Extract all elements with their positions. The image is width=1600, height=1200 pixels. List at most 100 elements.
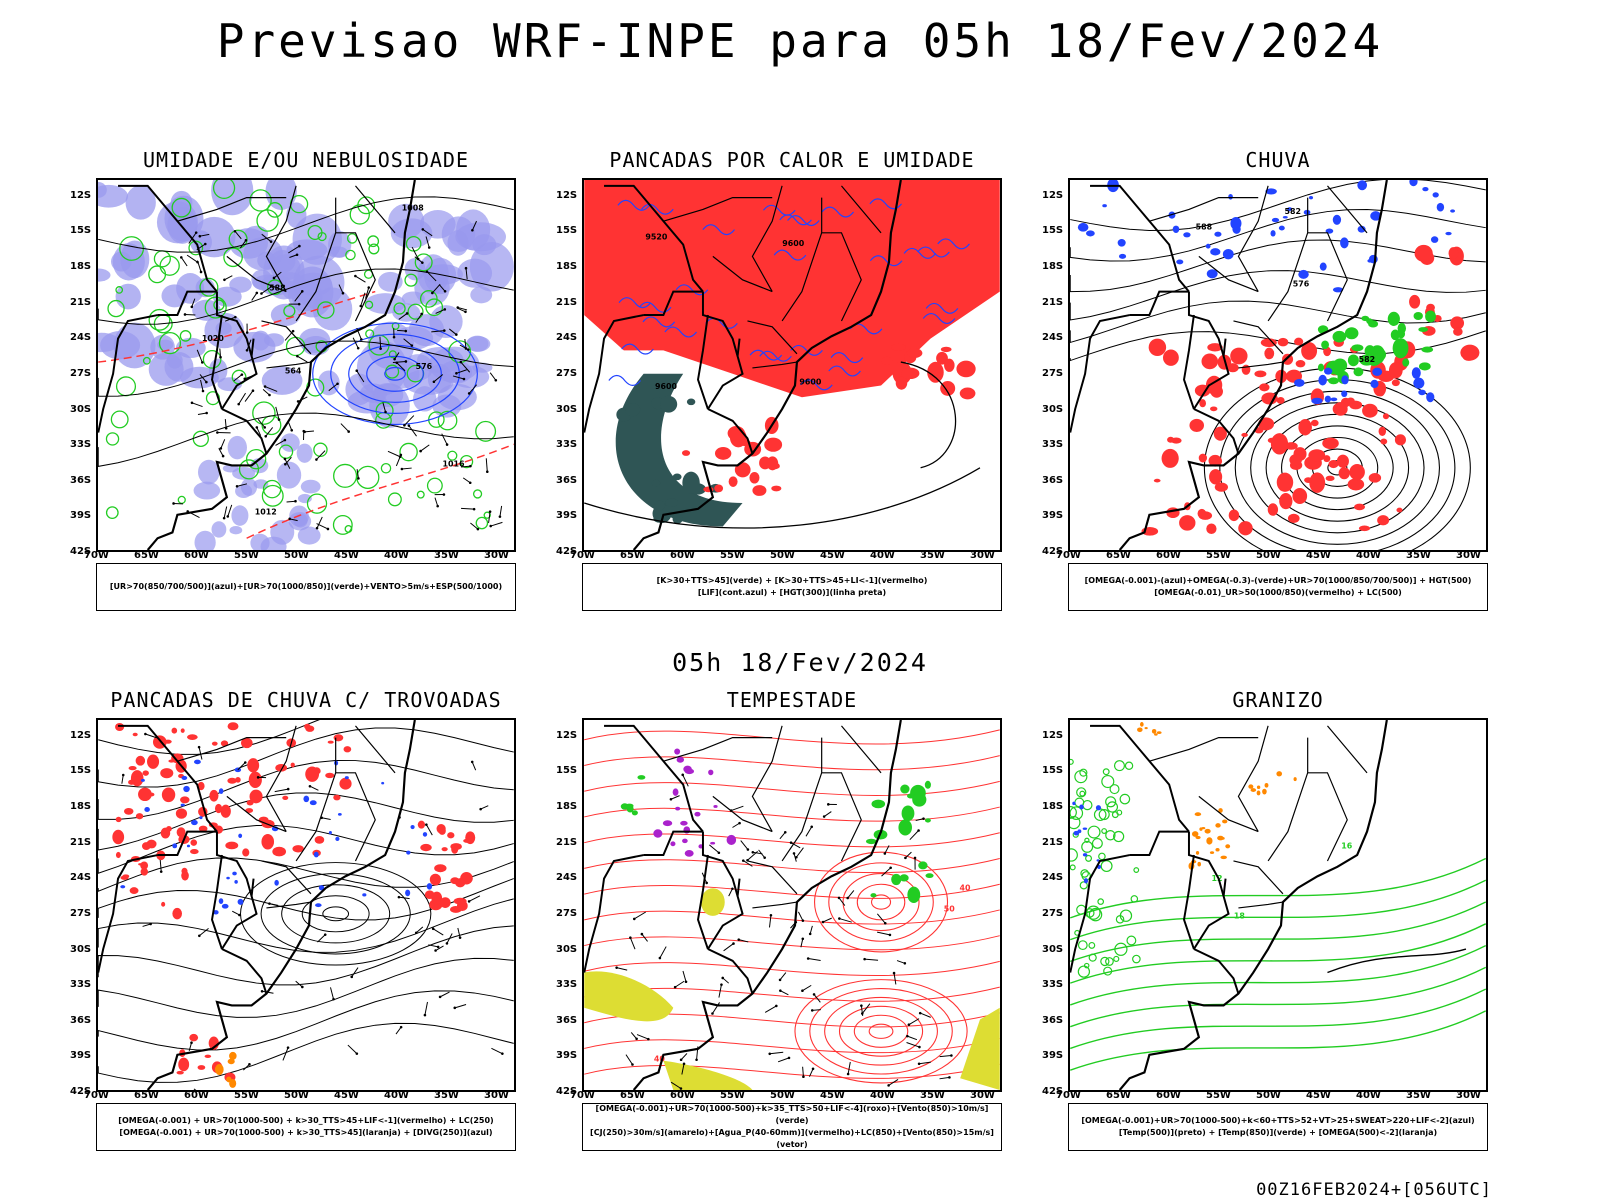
- latitude-tick-label: 12S: [70, 189, 92, 201]
- panel-legend: [OMEGA(-0.001) + UR>70(1000-500) + k>30_…: [96, 1103, 516, 1151]
- latitude-tick-label: 39S: [556, 510, 578, 522]
- field-blob: [160, 827, 171, 839]
- field-blob: [1261, 392, 1278, 405]
- field-blob: [450, 877, 460, 885]
- wind-vector-head: [260, 989, 264, 993]
- field-blob: [1353, 503, 1366, 511]
- latitude-tick-label: 33S: [556, 439, 578, 451]
- field-blob: [1206, 269, 1218, 279]
- wind-vector-head: [458, 936, 462, 939]
- wind-vector: [394, 352, 400, 360]
- wind-vector: [893, 972, 897, 985]
- precipitable-water-contour: [584, 832, 1000, 848]
- field-blob: [1259, 383, 1270, 392]
- wind-vector: [888, 1078, 899, 1086]
- field-blob: [235, 484, 253, 499]
- panel-title: UMIDADE E/OU NEBULOSIDADE: [142, 148, 470, 172]
- field-blob: [436, 824, 446, 834]
- map-canvas: 9600 9520 9600 9600: [584, 180, 1000, 550]
- wind-vector: [428, 944, 439, 948]
- field-blob: [190, 839, 198, 846]
- field-blob: [898, 819, 913, 836]
- humidity-contour: [105, 506, 119, 520]
- field-blob: [1323, 455, 1331, 463]
- field-blob: [1321, 340, 1329, 350]
- wind-vector-head: [197, 745, 201, 749]
- country-border: [157, 830, 217, 857]
- wind-vector: [317, 934, 326, 943]
- field-blob: [465, 336, 491, 352]
- field-blob: [204, 1054, 212, 1059]
- wind-vector-head: [468, 481, 472, 485]
- wind-vector: [457, 927, 461, 938]
- longitude-tick-label: 45W: [334, 550, 359, 561]
- field-blob: [1194, 812, 1202, 817]
- latitude-tick-label: 27S: [1042, 907, 1064, 919]
- wind-vector-head: [501, 1052, 504, 1055]
- humidity-contour: [171, 197, 192, 218]
- precipitable-water-contour: [584, 755, 1000, 771]
- coastline: [146, 180, 416, 550]
- field-blob: [337, 812, 342, 816]
- country-border: [643, 290, 703, 317]
- state-border: [1233, 320, 1284, 355]
- field-blob: [249, 789, 263, 804]
- temp850-contour: [1101, 774, 1115, 789]
- state-border: [781, 737, 823, 862]
- longitude-tick-label: 50W: [1256, 550, 1281, 561]
- wind-vector-head: [315, 458, 318, 461]
- field-blob: [1287, 207, 1293, 212]
- wind-vector-head: [488, 510, 492, 513]
- wind-vector: [740, 840, 749, 850]
- wind-vector: [682, 774, 689, 787]
- wind-vector: [457, 307, 466, 313]
- field-blob: [180, 803, 185, 807]
- field-blob: [1418, 362, 1431, 371]
- field-blob: [1341, 390, 1348, 398]
- country-border: [221, 878, 258, 950]
- field-blob: [1448, 247, 1459, 260]
- wind-vector: [398, 896, 410, 900]
- streamline: [1070, 239, 1486, 293]
- wind-vector-head: [395, 361, 399, 365]
- latitude-tick-label: 39S: [556, 1050, 578, 1062]
- field-blob: [1276, 771, 1283, 777]
- field-blob: [1382, 413, 1390, 420]
- latitude-tick-label: 21S: [556, 836, 578, 848]
- wind-vector: [625, 1054, 633, 1065]
- wind-vector: [779, 972, 787, 981]
- contour-line: [870, 894, 892, 910]
- wind-vector-head: [297, 302, 301, 306]
- wind-vector-head: [198, 934, 201, 938]
- coastline: [1118, 180, 1388, 550]
- wind-vector: [360, 292, 366, 307]
- field-blob: [1226, 363, 1239, 373]
- wind-vector: [256, 427, 262, 436]
- latitude-tick-label: 15S: [556, 765, 578, 777]
- field-blob: [766, 456, 779, 471]
- wind-vector-head: [398, 455, 402, 459]
- humidity-contour: [393, 302, 406, 315]
- field-blob: [752, 485, 767, 496]
- wind-vector-head: [615, 966, 618, 969]
- wind-vector-head: [359, 304, 363, 308]
- temp850-contour: [1105, 796, 1117, 808]
- country-border: [118, 724, 218, 833]
- temp850-contour: [1077, 940, 1088, 951]
- state-border: [177, 737, 287, 762]
- wind-vector-head: [684, 980, 688, 984]
- wind-vector-head: [464, 347, 468, 350]
- temp850-contour: [1111, 811, 1119, 819]
- latitude-tick-label: 24S: [70, 332, 92, 344]
- wind-vector-head: [205, 380, 208, 384]
- longitude-tick-label: 65W: [134, 550, 159, 561]
- wind-vector: [193, 1088, 197, 1090]
- temp850-contour: [1070, 988, 1486, 1050]
- wind-vector: [682, 970, 687, 982]
- wind-vector-head: [476, 527, 480, 531]
- contour-line: [1234, 390, 1440, 545]
- temp850-contour: [1113, 760, 1126, 772]
- wind-vector-head: [907, 1023, 911, 1026]
- field-blob: [183, 785, 190, 793]
- field-blob: [1362, 403, 1378, 418]
